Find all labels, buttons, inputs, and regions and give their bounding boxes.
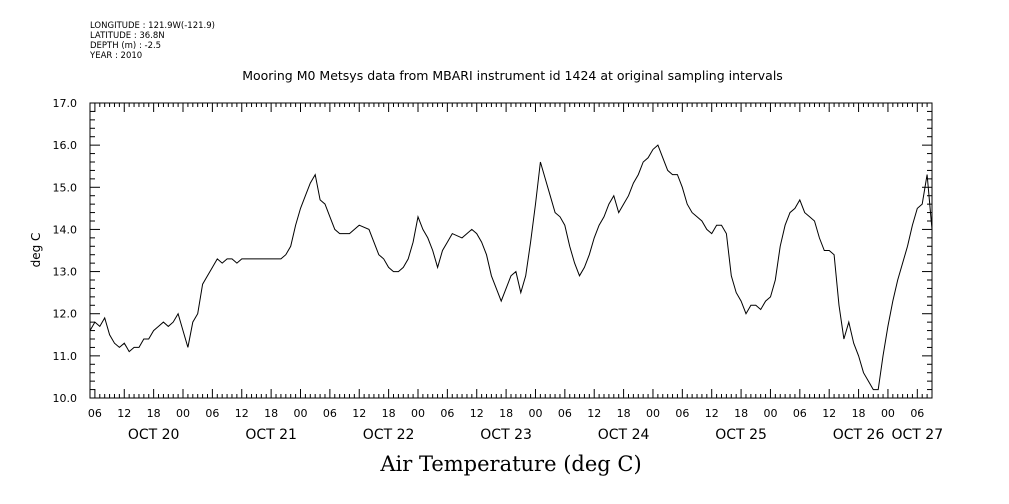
x-hour-label: 12 <box>822 407 836 420</box>
y-tick-label: 17.0 <box>53 97 78 110</box>
x-hour-label: 12 <box>117 407 131 420</box>
x-hour-label: 18 <box>147 407 161 420</box>
x-hour-label: 00 <box>528 407 542 420</box>
x-date-label: OCT 21 <box>245 427 297 443</box>
x-hour-label: 12 <box>352 407 366 420</box>
x-hour-label: 06 <box>440 407 454 420</box>
plot-frame <box>89 102 933 399</box>
x-hour-label: 06 <box>793 407 807 420</box>
x-hour-label: 06 <box>205 407 219 420</box>
x-hour-label: 06 <box>323 407 337 420</box>
temperature-series-line <box>89 144 933 391</box>
depth-label: DEPTH (m) : -2.5 <box>90 41 162 51</box>
x-hour-label: 18 <box>264 407 278 420</box>
longitude-label: LONGITUDE : 121.9W(-121.9) <box>90 21 215 31</box>
x-hour-label: 12 <box>235 407 249 420</box>
y-tick-label: 10.0 <box>53 392 78 405</box>
y-tick-label: 12.0 <box>53 308 78 321</box>
x-hour-label: 12 <box>470 407 484 420</box>
y-tick-label: 16.0 <box>53 139 78 152</box>
x-hour-label: 18 <box>382 407 396 420</box>
x-date-label: OCT 27 <box>892 427 944 443</box>
x-hour-label: 12 <box>587 407 601 420</box>
y-tick-label: 15.0 <box>53 181 78 194</box>
x-hour-label: 00 <box>176 407 190 420</box>
chart-title: Mooring M0 Metsys data from MBARI instru… <box>242 68 783 83</box>
x-hour-label: 00 <box>881 407 895 420</box>
location-header: LONGITUDE : 121.9W(-121.9) LATITUDE : 36… <box>90 21 215 61</box>
x-hour-label: 12 <box>705 407 719 420</box>
x-date-label: OCT 20 <box>128 427 180 443</box>
chart-title-wrap: Mooring M0 Metsys data from MBARI instru… <box>0 68 1009 83</box>
x-hour-label: 18 <box>852 407 866 420</box>
x-hour-label: 18 <box>734 407 748 420</box>
x-date-label: OCT 23 <box>480 427 532 443</box>
y-tick-label: 14.0 <box>53 223 78 236</box>
x-axis: 06 12 18 00 06 12 18 00 06 12 18 00 06 12 18 00 06 12 18 00… <box>88 103 943 443</box>
y-tick-label: 13.0 <box>53 266 78 279</box>
x-hour-label: 06 <box>88 407 102 420</box>
x-date-label: OCT 26 <box>833 427 885 443</box>
y-axis-label: deg C <box>29 233 43 268</box>
x-hour-label: 00 <box>646 407 660 420</box>
y-tick-label: 11.0 <box>53 350 78 363</box>
x-hour-label: 00 <box>411 407 425 420</box>
x-hour-label: 18 <box>499 407 513 420</box>
x-hour-label: 06 <box>558 407 572 420</box>
year-label: YEAR : 2010 <box>90 51 143 61</box>
latitude-label: LATITUDE : 36.8N <box>90 31 165 41</box>
x-hour-label: 00 <box>294 407 308 420</box>
x-date-label: OCT 24 <box>598 427 650 443</box>
x-hour-label: 06 <box>675 407 689 420</box>
x-hour-label: 00 <box>763 407 777 420</box>
x-date-label: OCT 25 <box>715 427 767 443</box>
x-hour-label: 18 <box>617 407 631 420</box>
x-axis-title: Air Temperature (deg C) <box>380 452 642 476</box>
y-axis: 10.0 11.0 12.0 13.0 14.0 15.0 16.0 17.0 <box>53 97 932 405</box>
x-hour-label: 06 <box>910 407 924 420</box>
x-date-label: OCT 22 <box>363 427 415 443</box>
